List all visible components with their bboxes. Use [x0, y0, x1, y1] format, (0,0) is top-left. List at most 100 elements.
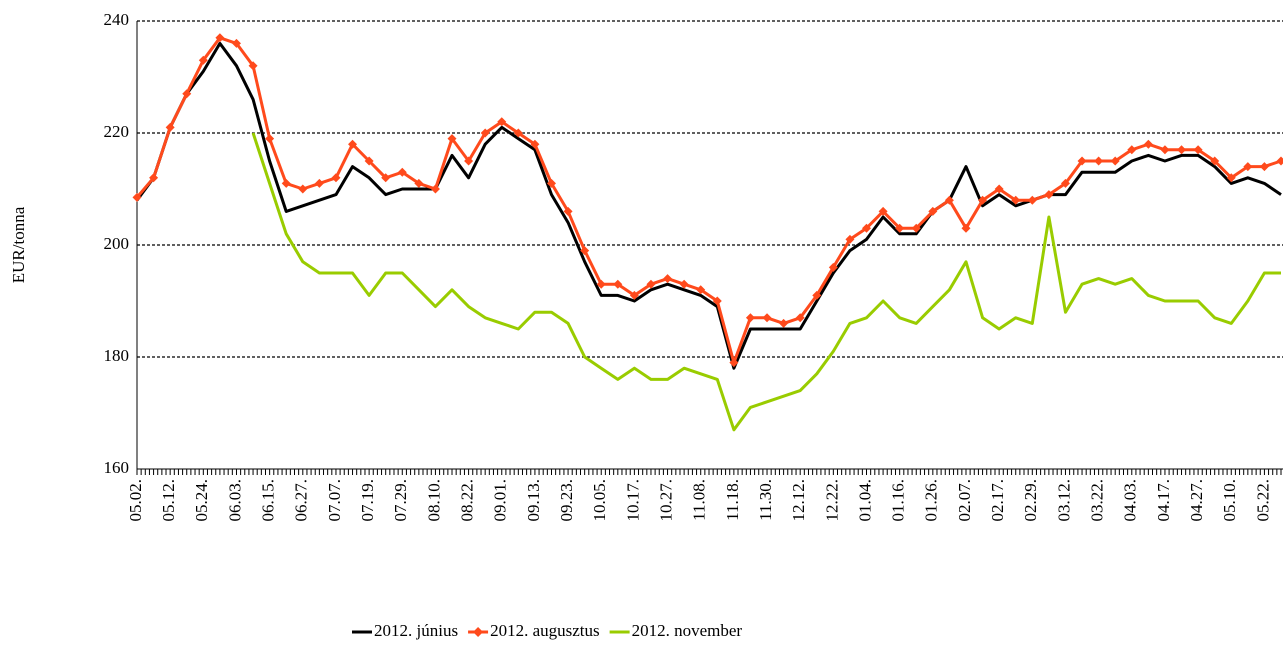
marker [878, 206, 888, 216]
marker [1210, 156, 1220, 166]
marker [994, 184, 1004, 194]
x-tick-label: 05.02. [126, 479, 145, 522]
marker [546, 178, 556, 188]
x-tick-label: 02.17. [988, 479, 1007, 522]
marker [198, 55, 208, 65]
marker [1193, 145, 1203, 155]
x-tick-label: 08.10. [424, 479, 443, 522]
marker [1110, 156, 1120, 166]
x-tick-label: 06.15. [259, 479, 278, 522]
marker [613, 279, 623, 289]
x-tick-label: 10.17. [623, 479, 642, 522]
x-tick-label: 09.01. [491, 479, 510, 521]
marker [679, 279, 689, 289]
marker [1259, 162, 1269, 172]
x-tick-label: 05.10. [1220, 479, 1239, 522]
marker [298, 184, 308, 194]
marker [745, 313, 755, 323]
x-tick-label: 06.27. [292, 479, 311, 522]
x-tick-label: 02.29. [1021, 479, 1040, 522]
y-tick-label: 240 [104, 10, 130, 29]
x-tick-label: 04.27. [1187, 479, 1206, 522]
marker [1027, 195, 1037, 205]
x-tick-label: 02.07. [955, 479, 974, 522]
marker [182, 89, 192, 99]
marker [828, 262, 838, 272]
marker [762, 313, 772, 323]
marker [132, 192, 142, 202]
x-tick-label: 01.16. [889, 479, 908, 522]
marker [779, 318, 789, 328]
marker [314, 178, 324, 188]
x-tick-label: 04.17. [1154, 479, 1173, 522]
marker [696, 285, 706, 295]
marker [812, 290, 822, 300]
marker [348, 139, 358, 149]
marker [629, 290, 639, 300]
x-tick-label: 10.05. [590, 479, 609, 522]
series-line [135, 36, 1282, 365]
x-tick-label: 05.24. [192, 479, 211, 522]
marker [1094, 156, 1104, 166]
marker [397, 167, 407, 177]
marker [149, 173, 159, 183]
marker [663, 274, 673, 284]
legend-marker [473, 627, 484, 637]
x-tick-label: 12.12. [789, 479, 808, 522]
marker [364, 156, 374, 166]
legend-label: 2012. november [632, 621, 743, 640]
marker [1077, 156, 1087, 166]
marker [845, 234, 855, 244]
marker [480, 128, 490, 138]
marker [231, 38, 241, 48]
x-tick-label: 03.22. [1088, 479, 1107, 522]
y-tick-label: 200 [104, 234, 130, 253]
marker [862, 223, 872, 233]
x-tick-label: 05.22. [1253, 479, 1272, 522]
marker [281, 178, 291, 188]
marker [944, 195, 954, 205]
y-tick-label: 220 [104, 122, 130, 141]
marker [1276, 156, 1283, 166]
x-tick-label: 06.03. [225, 479, 244, 522]
x-tick-label: 01.04. [855, 479, 874, 522]
marker [646, 279, 656, 289]
marker [414, 178, 424, 188]
x-tick-label: 09.23. [557, 479, 576, 522]
marker [430, 184, 440, 194]
legend-label: 2012. június [374, 621, 458, 640]
x-tick-label: 09.13. [524, 479, 543, 522]
x-tick-label: 01.26. [922, 479, 941, 522]
marker [712, 296, 722, 306]
marker [1044, 190, 1054, 200]
marker [978, 195, 988, 205]
marker [563, 206, 573, 216]
series-line [135, 41, 1282, 370]
x-tick-label: 07.07. [325, 479, 344, 522]
marker [215, 33, 225, 43]
series-line [251, 132, 1281, 432]
x-tick-label: 05.12. [159, 479, 178, 522]
marker [1243, 162, 1253, 172]
y-axis-label: EUR/tonna [9, 206, 28, 283]
x-tick-label: 08.22. [458, 479, 477, 522]
marker [1177, 145, 1187, 155]
marker [464, 156, 474, 166]
marker [530, 139, 540, 149]
x-tick-label: 10.27. [656, 479, 675, 522]
x-tick-label: 11.18. [723, 479, 742, 521]
marker [961, 223, 971, 233]
marker [795, 313, 805, 323]
marker [265, 134, 275, 144]
marker [911, 223, 921, 233]
marker [381, 173, 391, 183]
marker [1011, 195, 1021, 205]
marker [165, 122, 175, 132]
marker [895, 223, 905, 233]
marker [513, 128, 523, 138]
marker [596, 279, 606, 289]
marker [447, 134, 457, 144]
y-tick-label: 160 [104, 458, 130, 477]
marker [729, 358, 739, 368]
x-tick-label: 03.12. [1054, 479, 1073, 522]
